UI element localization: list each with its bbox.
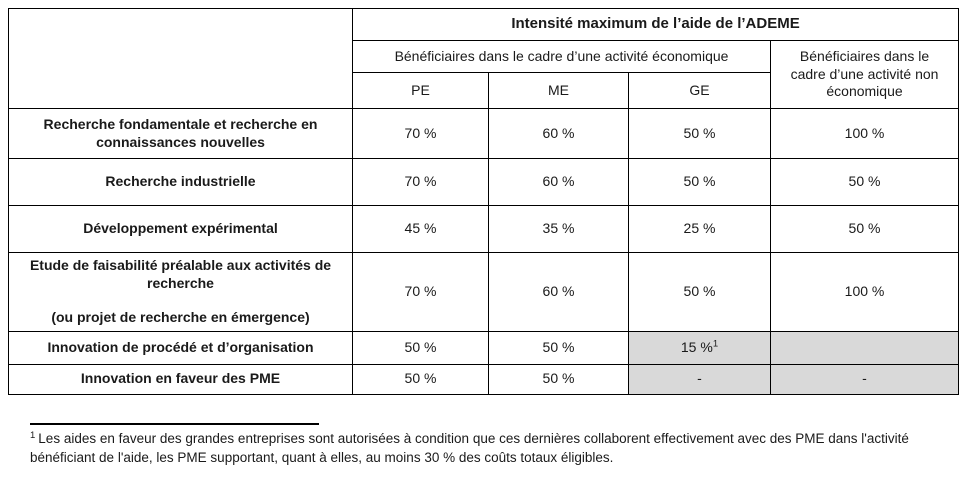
table-row-recherche-industrielle: Recherche industrielle 70 % 60 % 50 % 50… [8, 158, 960, 206]
value-cell-non-economic: 100 % [769, 108, 960, 159]
value-text: 15 % [680, 338, 713, 355]
row-header-cell: Recherche fondamentale et recherche en c… [8, 108, 353, 159]
value-cell-pe: 45 % [352, 205, 489, 253]
header-row-groups: Bénéficiaires dans le cadre d’une activi… [9, 40, 960, 109]
value-cell-me: 60 % [488, 108, 629, 159]
value-cell-ge-shaded: 15 %1 [628, 330, 771, 365]
value-cell-me: 50 % [488, 330, 629, 365]
table-row-recherche-fondamentale: Recherche fondamentale et recherche en c… [8, 108, 960, 159]
footnote: 1 Les aides en faveur des grandes entrepr… [30, 429, 948, 467]
row-header-primary-text: Etude de faisabilité préalable aux activ… [29, 257, 332, 291]
value-cell-me: 50 % [488, 363, 629, 395]
row-header-cell: Etude de faisabilité préalable aux activ… [8, 252, 353, 332]
value-cell-ge: 50 % [628, 108, 771, 159]
value-cell-non-economic: 50 % [769, 205, 960, 253]
table-title: Intensité maximum de l’aide de l’ADEME [351, 8, 960, 41]
table-row-developpement-experimental: Développement expérimental 45 % 35 % 25 … [8, 205, 960, 253]
row-header-cell: Innovation en faveur des PME [8, 363, 353, 395]
value-cell-me: 35 % [488, 205, 629, 253]
value-cell-pe: 70 % [352, 252, 489, 332]
value-cell-me: 60 % [488, 252, 629, 332]
row-header-cell: Développement expérimental [8, 205, 353, 253]
header-row-title: Intensité maximum de l’aide de l’ADEME [8, 8, 960, 109]
value-cell-ge: 50 % [628, 158, 771, 206]
value-cell-non-economic-shaded: - [769, 363, 960, 395]
value-cell-ge: 50 % [628, 252, 771, 332]
value-cell-non-economic: 50 % [769, 158, 960, 206]
footnote-marker: 1 [30, 429, 36, 441]
footnote-reference-superscript: 1 [712, 338, 719, 350]
table-row-etude-faisabilite: Etude de faisabilité préalable aux activ… [8, 252, 960, 332]
header-row-sizes: PE ME GE [9, 72, 959, 109]
group-non-economic-header: Bénéficiaires dans le cadre d’une activi… [769, 40, 960, 109]
corner-empty-cell [8, 8, 353, 109]
column-header-me: ME [488, 72, 629, 109]
value-cell-pe: 50 % [352, 330, 489, 365]
footnote-text: Les aides en faveur des grandes entrepri… [30, 431, 909, 466]
aid-intensity-table: Intensité maximum de l’aide de l’ADEME B… [8, 8, 960, 395]
value-cell-non-economic: 100 % [769, 252, 960, 332]
row-header-secondary-text: (ou projet de recherche en émergence) [51, 309, 310, 325]
table-row-innovation-pme: Innovation en faveur des PME 50 % 50 % -… [8, 363, 960, 395]
table-row-innovation-procede: Innovation de procédé et d’organisation … [8, 330, 960, 365]
row-header-cell: Innovation de procédé et d’organisation [8, 330, 353, 365]
value-cell-ge-shaded: - [628, 363, 771, 395]
value-cell-pe: 70 % [352, 158, 489, 206]
value-cell-ge: 25 % [628, 205, 771, 253]
row-header-cell: Recherche industrielle [8, 158, 353, 206]
value-cell-pe: 70 % [352, 108, 489, 159]
group-economic-header: Bénéficiaires dans le cadre d’une activi… [352, 40, 771, 73]
value-cell-pe: 50 % [352, 363, 489, 395]
value-cell-me: 60 % [488, 158, 629, 206]
column-header-pe: PE [352, 72, 489, 109]
value-cell-non-economic-shaded [769, 330, 960, 365]
column-header-ge: GE [628, 72, 771, 109]
footnote-separator-rule [30, 423, 319, 425]
